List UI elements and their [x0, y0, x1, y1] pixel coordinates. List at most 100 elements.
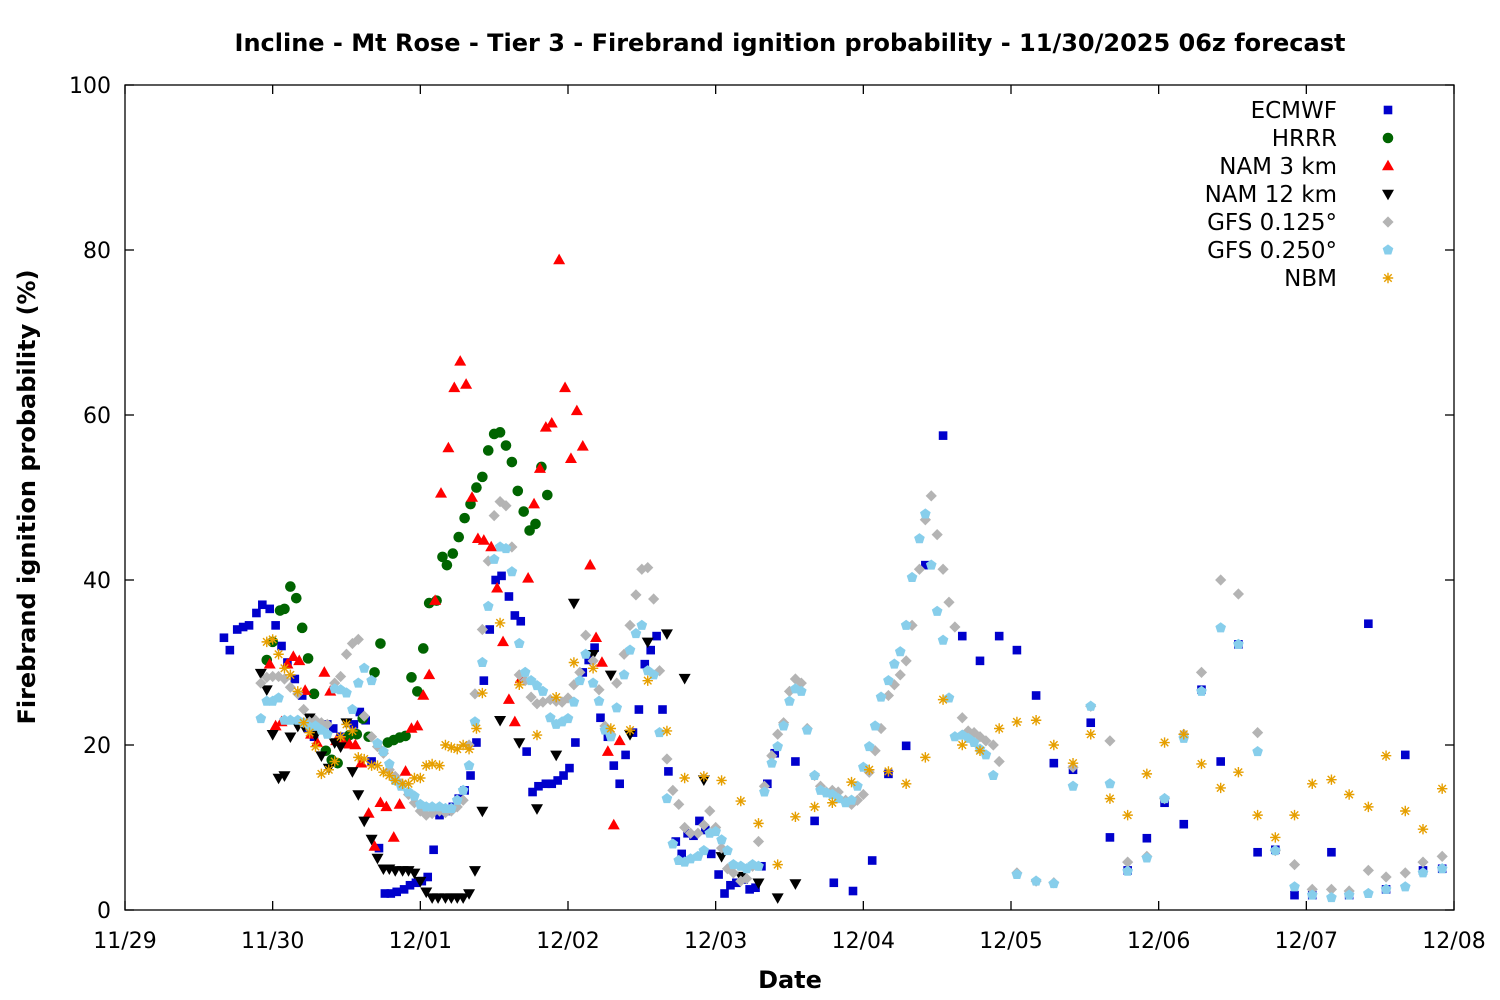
data-point — [534, 781, 543, 791]
data-point — [565, 763, 574, 773]
data-point — [497, 571, 506, 581]
data-point — [698, 845, 710, 856]
data-point — [695, 816, 704, 826]
data-point — [341, 719, 352, 730]
data-point — [1436, 850, 1448, 862]
x-tick-label: 12/03 — [684, 929, 747, 954]
legend-label: NAM 12 km — [1205, 182, 1337, 208]
data-point — [801, 724, 813, 735]
data-point — [1436, 863, 1448, 874]
x-axis: 11/29 11/30 12/01 12/02 12/03 12/04 12/05 12/06… — [93, 85, 1486, 954]
data-point — [1030, 715, 1042, 726]
data-point — [795, 685, 807, 696]
data-point — [408, 797, 421, 809]
data-point — [772, 741, 784, 752]
data-point — [576, 440, 589, 451]
data-point — [784, 695, 795, 706]
data-point — [894, 646, 906, 657]
data-point — [368, 840, 381, 851]
data-point — [920, 508, 931, 519]
data-point — [412, 686, 423, 697]
data-point — [883, 675, 894, 686]
data-point — [340, 648, 353, 660]
data-point — [1067, 780, 1079, 791]
data-point — [752, 878, 765, 890]
data-point — [1363, 887, 1374, 899]
data-point — [267, 670, 279, 683]
data-point — [477, 471, 488, 483]
data-point — [390, 775, 401, 786]
data-point — [318, 666, 331, 677]
plot-frame — [124, 84, 1455, 911]
data-point — [400, 730, 411, 742]
x-tick-label: 12/02 — [536, 929, 599, 954]
data-point — [1067, 757, 1079, 769]
data-point — [441, 559, 453, 571]
x-tick-label: 12/01 — [389, 929, 452, 954]
data-point — [530, 518, 541, 530]
data-point — [290, 592, 302, 604]
data-point — [451, 794, 463, 805]
data-point — [346, 767, 359, 778]
data-point — [297, 691, 307, 700]
data-point — [358, 710, 370, 722]
data-point — [261, 636, 272, 648]
data-point — [1085, 700, 1097, 711]
data-point — [457, 739, 469, 751]
data-point — [512, 485, 524, 497]
data-point — [550, 691, 562, 703]
data-point — [415, 772, 426, 784]
data-point — [263, 657, 276, 669]
data-point — [562, 713, 574, 724]
data-point — [1049, 758, 1059, 768]
data-point — [1343, 889, 1355, 900]
data-point — [285, 581, 296, 592]
data-point — [593, 684, 605, 696]
data-point — [642, 675, 653, 686]
data-point — [1122, 865, 1133, 876]
data-point — [716, 775, 727, 786]
data-point — [900, 778, 912, 789]
y-tick-label: 100 — [69, 74, 111, 99]
data-point — [466, 491, 479, 502]
data-point — [771, 893, 784, 904]
data-point — [494, 427, 506, 438]
data-point — [366, 760, 377, 771]
data-point — [1048, 878, 1060, 889]
data-point — [1086, 718, 1096, 728]
legend-label: NAM 3 km — [1219, 154, 1337, 180]
data-point — [925, 559, 937, 570]
data-point — [457, 893, 470, 904]
data-point — [661, 753, 673, 765]
data-point — [255, 677, 267, 689]
data-point — [380, 889, 390, 898]
data-point — [352, 677, 364, 688]
x-tick-label: 12/06 — [1127, 929, 1190, 954]
legend-marker — [1383, 105, 1393, 115]
data-point — [630, 589, 642, 601]
data-point — [482, 600, 494, 611]
data-point — [542, 489, 553, 501]
data-point — [321, 728, 333, 739]
data-point — [302, 653, 314, 664]
data-point — [469, 716, 481, 727]
data-point — [590, 643, 599, 652]
legend-label: GFS 0.250° — [1207, 238, 1337, 264]
data-point — [279, 603, 290, 615]
data-point — [531, 680, 543, 691]
data-point — [285, 714, 296, 725]
data-point — [272, 670, 285, 683]
data-point — [937, 694, 949, 705]
legend-marker — [1382, 189, 1394, 201]
data-point — [634, 705, 644, 714]
data-point — [735, 795, 746, 807]
legend-marker — [1382, 216, 1394, 228]
data-point — [380, 800, 393, 812]
data-point — [500, 500, 512, 512]
data-point — [684, 827, 697, 839]
data-point — [919, 514, 931, 526]
data-point — [1307, 778, 1318, 789]
data-point — [1104, 778, 1116, 789]
data-point — [238, 622, 248, 632]
data-point — [987, 769, 999, 781]
